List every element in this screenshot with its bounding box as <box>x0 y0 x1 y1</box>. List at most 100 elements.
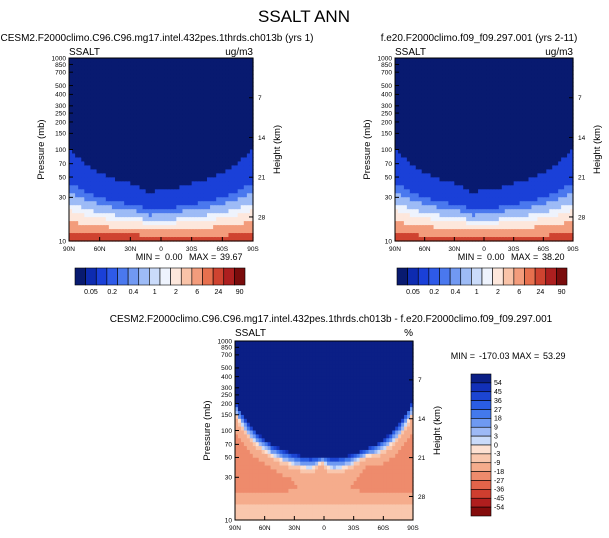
heatmap-cell <box>439 237 444 242</box>
heatmap-cell <box>170 165 174 170</box>
heatmap-cell <box>133 141 138 147</box>
y-tick-label: 400 <box>55 92 66 99</box>
heatmap-cell <box>249 161 254 167</box>
heatmap-cell <box>430 213 435 218</box>
heatmap-cell <box>72 97 76 103</box>
heatmap-cell <box>154 197 159 202</box>
heatmap-cell <box>234 149 239 155</box>
heatmap-cell <box>121 217 125 222</box>
heatmap-cell <box>225 121 230 127</box>
heatmap-cell <box>412 133 417 139</box>
heatmap-cell <box>72 165 76 170</box>
heatmap-cell <box>225 149 230 155</box>
heatmap-cell <box>145 133 150 139</box>
heatmap-cell <box>191 221 196 226</box>
heatmap-cell <box>133 129 138 135</box>
heatmap-cell <box>69 149 73 155</box>
heatmap-cell <box>90 149 95 155</box>
heatmap-cell <box>81 85 85 91</box>
heatmap-cell <box>415 97 420 103</box>
heatmap-cell <box>228 221 233 226</box>
heatmap-cell <box>161 89 165 95</box>
heatmap-cell <box>161 141 165 147</box>
heatmap-cell <box>406 177 411 182</box>
heatmap-cell <box>406 197 411 202</box>
heatmap-cell <box>427 61 432 67</box>
heatmap-cell <box>234 225 239 230</box>
heatmap-cell <box>136 81 141 87</box>
heatmap-cell <box>412 117 417 123</box>
heatmap-cell <box>451 113 455 119</box>
heatmap-cell <box>188 61 193 67</box>
heatmap-cell <box>397 181 402 186</box>
heatmap-cell <box>69 201 73 206</box>
heatmap-cell <box>191 181 196 186</box>
heatmap-cell <box>157 137 162 143</box>
heatmap-cell <box>179 121 184 127</box>
heatmap-cell <box>157 201 162 206</box>
heatmap-cell <box>448 85 452 91</box>
heatmap-cell <box>213 173 217 178</box>
heatmap-cell <box>167 133 171 139</box>
heatmap-cell <box>442 77 447 83</box>
heatmap-cell <box>409 69 414 75</box>
heatmap-cell <box>69 133 73 139</box>
heatmap-cell <box>210 121 214 127</box>
heatmap-cell <box>210 65 214 71</box>
heatmap-cell <box>151 185 156 190</box>
heatmap-cell <box>228 193 233 198</box>
heatmap-cell <box>249 197 254 202</box>
heatmap-cell <box>228 233 233 238</box>
heatmap-cell <box>430 165 435 170</box>
heatmap-cell <box>207 81 211 87</box>
heatmap-cell <box>121 201 125 206</box>
heatmap-cell <box>170 173 174 178</box>
heatmap-cell <box>194 169 199 174</box>
heatmap-cell <box>105 77 110 83</box>
heatmap-cell <box>154 173 159 178</box>
heatmap-cell <box>127 89 131 95</box>
heatmap-cell <box>151 141 156 147</box>
heatmap-cell <box>176 93 180 99</box>
heatmap-cell <box>197 61 202 67</box>
heatmap-cell <box>176 213 180 218</box>
heatmap-cell <box>173 221 177 226</box>
heatmap-cell <box>445 129 449 135</box>
heatmap-cell <box>400 109 405 115</box>
heatmap-cell <box>203 209 208 214</box>
heatmap-cell <box>436 149 441 155</box>
heatmap-cell <box>225 58 230 63</box>
heatmap-cell <box>108 113 113 119</box>
heatmap-cell <box>96 181 101 186</box>
heatmap-cell <box>164 85 168 91</box>
heatmap-cell <box>115 137 119 143</box>
heatmap-cell <box>154 85 159 91</box>
heatmap-cell <box>439 113 444 119</box>
heatmap-cell <box>145 213 150 218</box>
heatmap-cell <box>448 121 452 127</box>
heatmap-cell <box>185 61 190 67</box>
heatmap-cell <box>400 237 405 242</box>
heatmap-cell <box>185 93 190 99</box>
heatmap-cell <box>81 65 85 71</box>
heatmap-cell <box>87 153 92 159</box>
heatmap-cell <box>93 97 98 103</box>
heatmap-cell <box>102 89 107 95</box>
heatmap-cell <box>69 185 73 190</box>
heatmap-cell <box>133 177 138 182</box>
heatmap-cell <box>451 121 455 127</box>
heatmap-cell <box>216 73 220 79</box>
heatmap-cell <box>194 177 199 182</box>
heatmap-cell <box>185 189 190 194</box>
heatmap-cell <box>87 105 92 111</box>
heatmap-cell <box>427 189 432 194</box>
heatmap-cell <box>234 89 239 95</box>
heatmap-cell <box>421 189 426 194</box>
heatmap-cell <box>111 161 116 167</box>
heatmap-cell <box>118 201 122 206</box>
heatmap-cell <box>191 69 196 75</box>
heatmap-cell <box>216 225 220 230</box>
heatmap-cell <box>130 221 134 226</box>
heatmap-cell <box>87 133 92 139</box>
heatmap-cell <box>191 129 196 135</box>
